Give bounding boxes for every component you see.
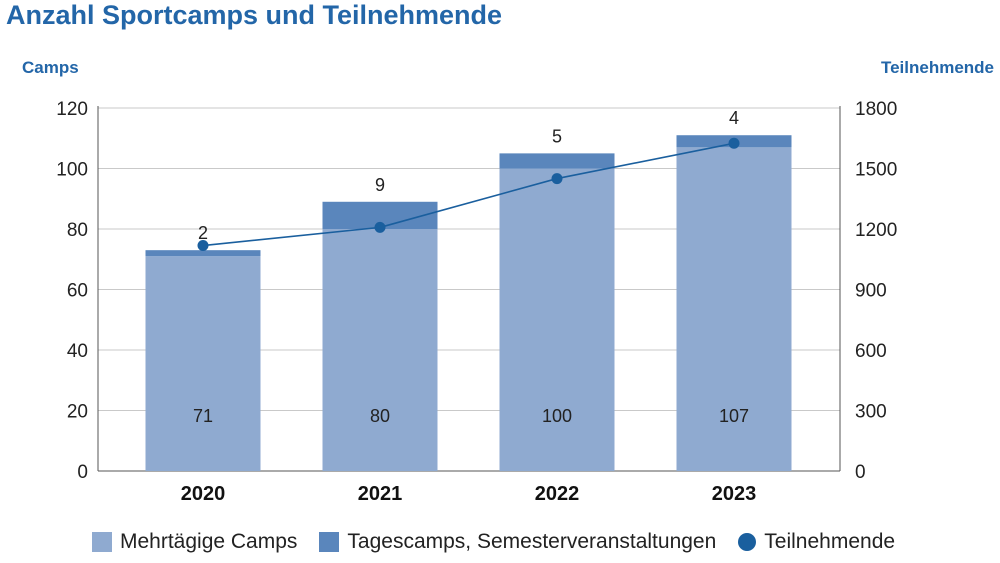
y-right-tick-label: 300: [855, 402, 887, 423]
y-right-tick-label: 600: [855, 341, 887, 362]
x-category-label: 2020: [181, 483, 226, 505]
data-label-multiday: 100: [542, 406, 572, 426]
data-label-multiday: 80: [370, 406, 390, 426]
y-right-tick-label: 1800: [855, 99, 897, 120]
bar-multiday: [322, 229, 438, 471]
bar-multiday: [499, 168, 615, 471]
y-left-tick-label: 60: [67, 281, 88, 302]
y-left-tick-label: 100: [56, 160, 88, 181]
legend-item-participants: Teilnehmende: [738, 530, 895, 554]
x-category-label: 2021: [358, 483, 403, 505]
y-left-tick-label: 0: [77, 462, 88, 483]
legend-label-participants: Teilnehmende: [764, 530, 896, 553]
y-left-tick-label: 40: [67, 341, 88, 362]
participants-point: [197, 240, 209, 252]
y-right-tick-label: 0: [855, 462, 866, 483]
bar-multiday: [145, 256, 261, 471]
chart-title: Anzahl Sportcamps und Teilnehmende: [6, 0, 503, 30]
y-left-tick-label: 120: [56, 99, 88, 120]
x-category-label: 2023: [712, 483, 757, 505]
legend-label-daycamps: Tagescamps, Semesterveranstaltungen: [347, 530, 717, 553]
bar-daycamps: [499, 153, 615, 169]
y-right-tick-label: 1500: [855, 160, 897, 181]
data-label-daycamps: 9: [375, 175, 385, 195]
y-left-tick-label: 20: [67, 402, 88, 423]
bar-multiday: [676, 147, 792, 471]
legend-item-multiday: Mehrtägige Camps: [92, 530, 297, 554]
legend-dot-participants: [738, 533, 757, 551]
y-left-tick-label: 80: [67, 220, 88, 241]
legend-swatch-daycamps: [319, 532, 340, 552]
participants-point: [551, 173, 563, 185]
legend-swatch-multiday: [92, 532, 112, 552]
participants-line: [202, 142, 735, 247]
data-label-multiday: 71: [193, 406, 213, 426]
participants-point: [728, 137, 740, 149]
x-category-label: 2022: [535, 483, 580, 505]
data-label-daycamps: 5: [552, 126, 562, 146]
legend-item-daycamps: Tagescamps, Semesterveranstaltungen: [319, 530, 716, 554]
legend: Mehrtägige Camps Tagescamps, Semesterver…: [92, 530, 917, 554]
y-right-tick-label: 1200: [855, 220, 897, 241]
participants-point: [374, 221, 386, 233]
bar-daycamps: [145, 250, 261, 257]
data-label-daycamps: 2: [198, 223, 208, 243]
y-right-tick-label: 900: [855, 281, 887, 302]
data-label-multiday: 107: [719, 406, 749, 426]
right-axis-title: Teilnehmende: [880, 58, 994, 77]
legend-label-multiday: Mehrtägige Camps: [120, 530, 298, 553]
data-label-daycamps: 4: [729, 108, 739, 128]
left-axis-title: Camps: [22, 58, 79, 77]
